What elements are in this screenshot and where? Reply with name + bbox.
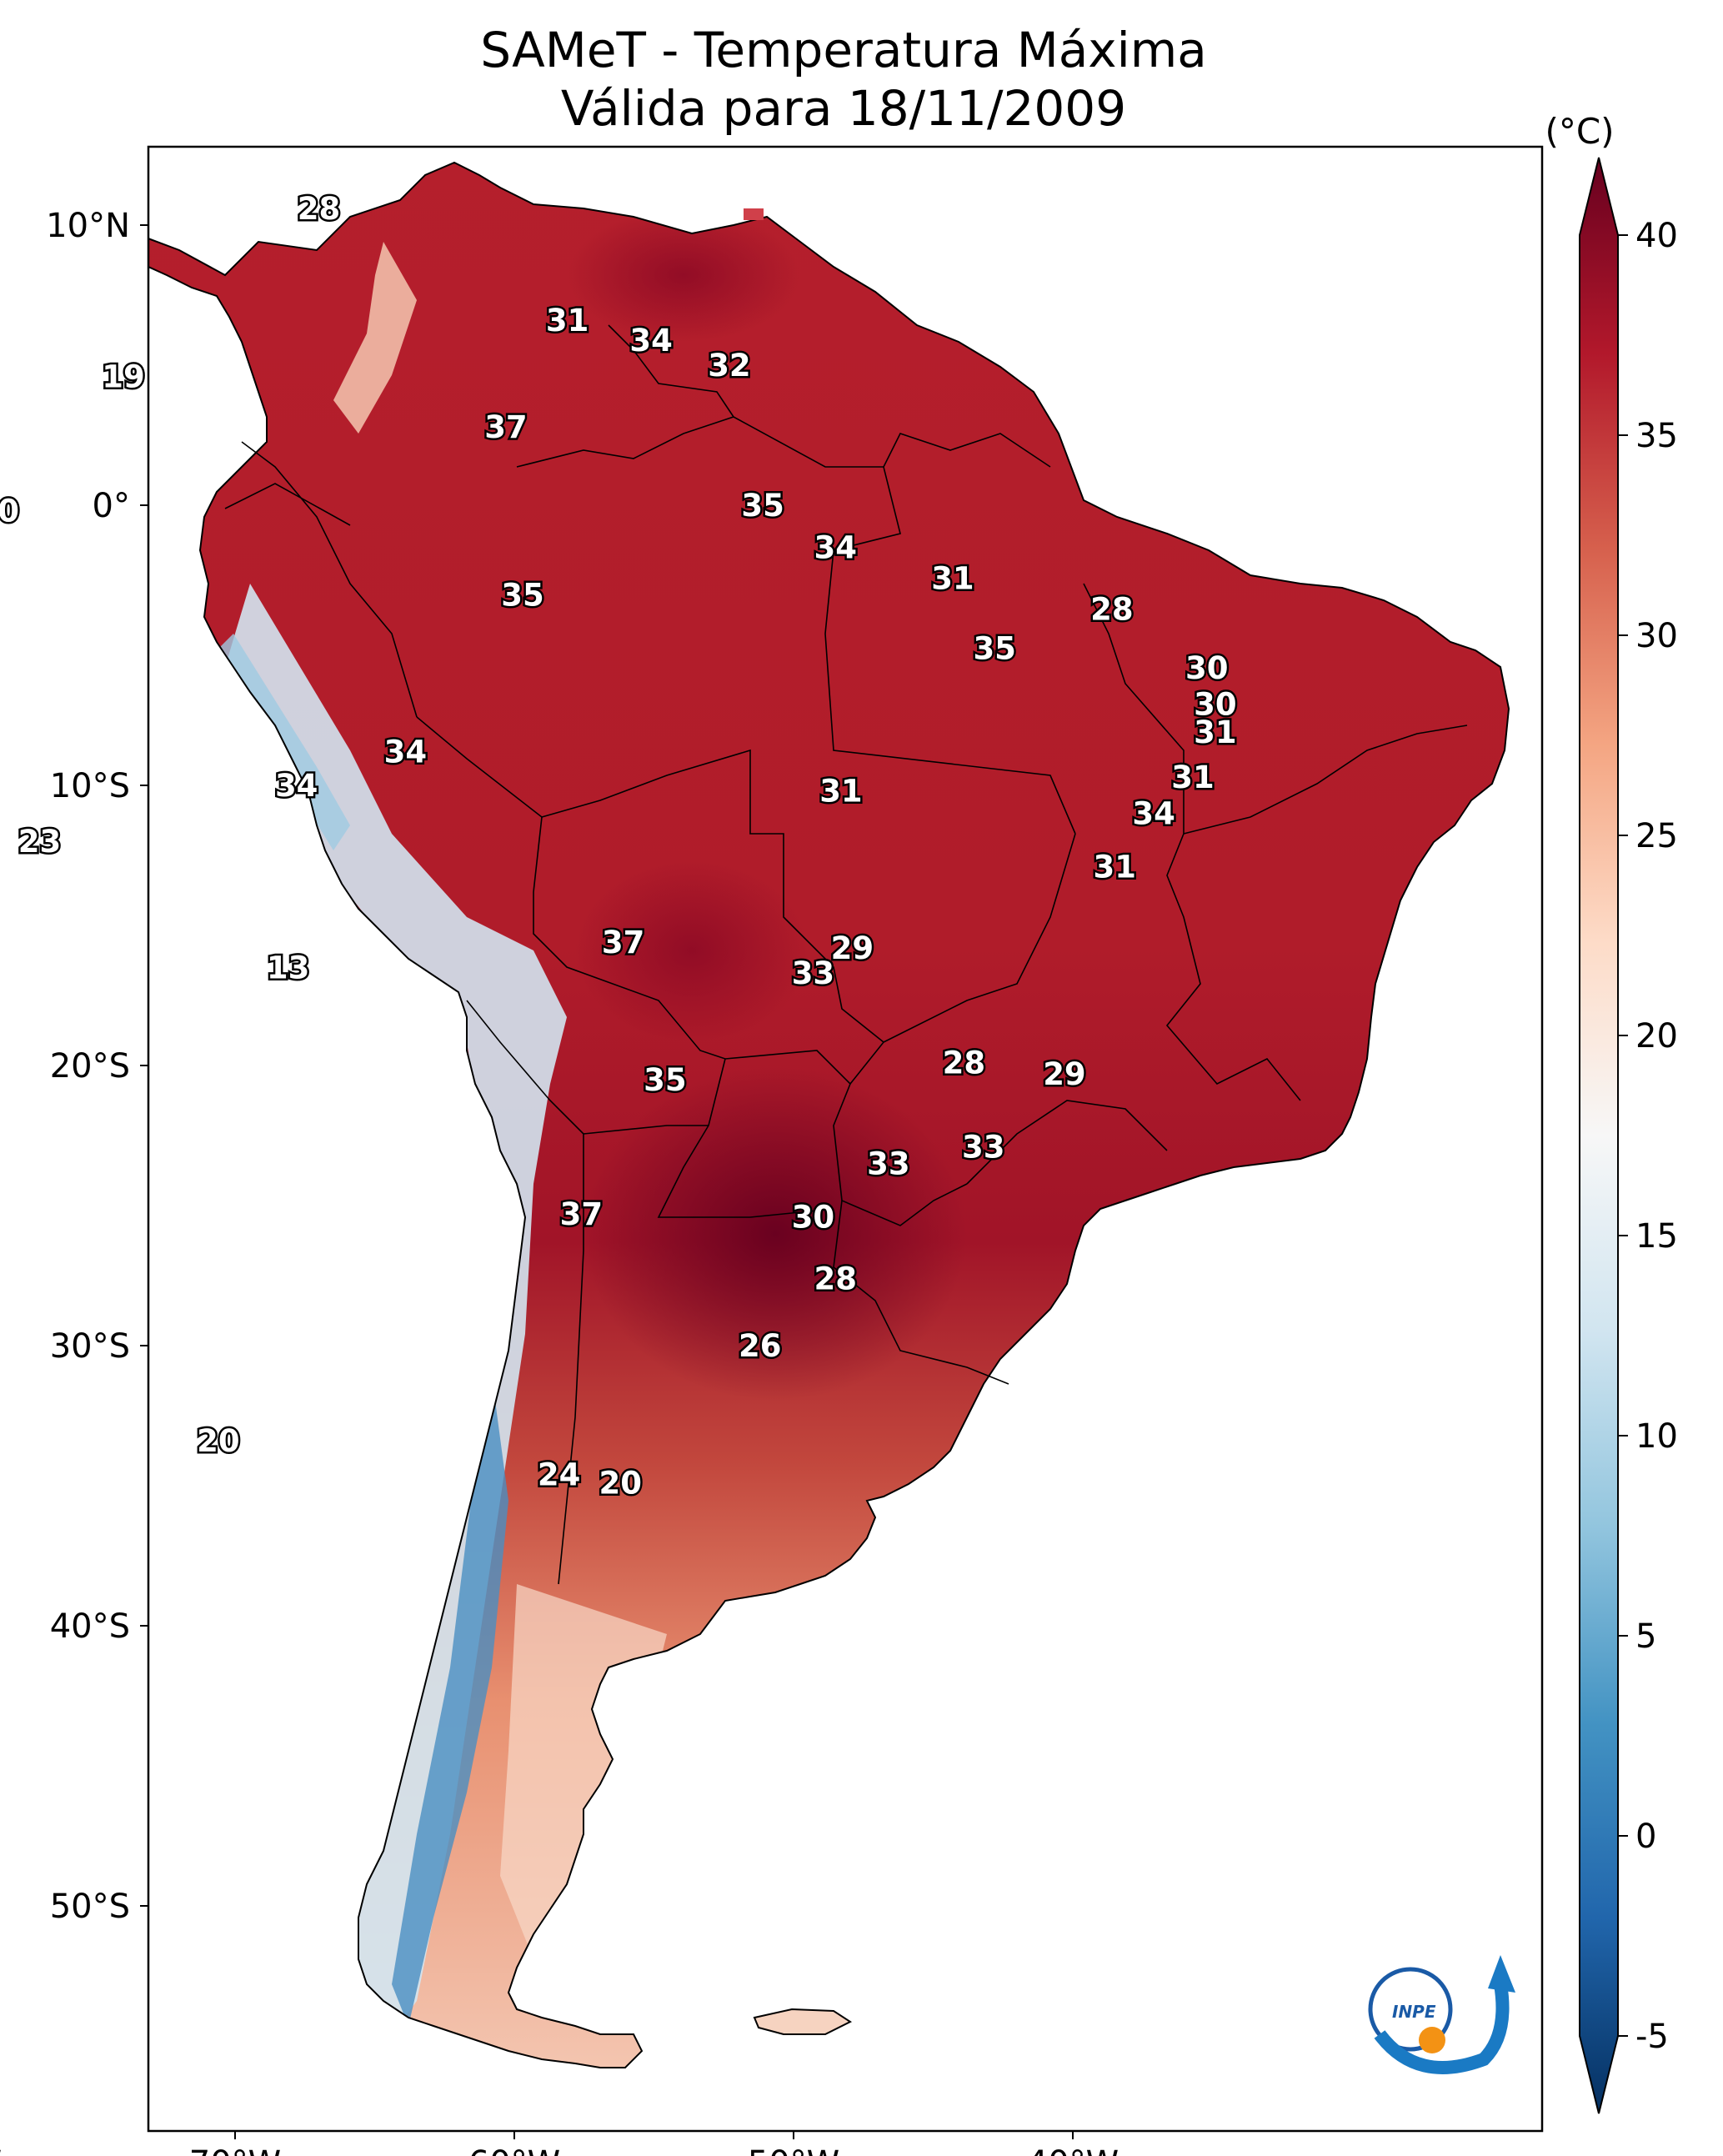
station-value-label: 34 [275, 768, 318, 804]
lat-tick-label: 40°S [50, 1607, 130, 1646]
station-value-label: 31 [1194, 714, 1237, 750]
station-value-label: 35 [741, 488, 784, 524]
hot-core-chaco [584, 1067, 967, 1401]
station-value-label: 34 [1132, 796, 1175, 832]
colorbar-unit: (°C) [1545, 111, 1614, 152]
colorbar-tick-label: -5 [1635, 2018, 1669, 2056]
lat-tick-label: 10°S [50, 767, 130, 805]
station-value-label: 35 [973, 630, 1016, 666]
hot-core-bolivia [575, 859, 809, 1042]
station-value-label: 34 [629, 323, 673, 358]
map-title: SAMeT - Temperatura Máxima [480, 22, 1207, 78]
colombia-andes [333, 242, 417, 434]
lon-tick-label: 40°W [1027, 2144, 1119, 2156]
inpe-logo: INPE [1368, 1955, 1515, 2074]
station-value-label: 30 [1194, 687, 1237, 723]
station-value-label: 28 [943, 1045, 986, 1081]
island-trinidad [744, 208, 764, 220]
station-value-label: 31 [546, 303, 589, 338]
station-value-label: 28 [1090, 591, 1134, 627]
station-value-label: 29 [831, 930, 874, 966]
logo-text: INPE [1392, 2002, 1436, 2022]
colorbar-tick-label: 30 [1635, 617, 1678, 655]
logo-ring [1368, 1967, 1453, 2052]
colorbar-tick-label: 25 [1635, 817, 1678, 855]
colorbar-tick-label: 20 [1635, 1017, 1678, 1055]
logo-swoosh [1374, 1983, 1510, 2074]
station-value-label: 13 [267, 950, 310, 985]
station-value-label: 26 [739, 1328, 782, 1364]
lon-tick-label: 70°W [189, 2144, 281, 2156]
colorbar-tick-label: 15 [1635, 1217, 1678, 1256]
station-value-label: 30 [1185, 650, 1229, 686]
station-labels: 2831343219373520343135283530303134313431… [0, 188, 1239, 1503]
falkland-islands [753, 2008, 853, 2035]
station-value-label: 31 [931, 560, 974, 596]
station-value-label: 35 [644, 1062, 687, 1098]
colorbar-ticks: 40 35 30 25 20 15 10 5 0 -5 [1618, 217, 1678, 2056]
colorbar-bar [1579, 157, 1619, 2114]
station-value-label: 33 [867, 1146, 910, 1182]
station-value-label: 31 [1094, 849, 1137, 885]
station-value-label: 35 [501, 578, 544, 614]
station-value-label: 32 [708, 348, 751, 384]
colorbar-tick-label: 5 [1635, 1617, 1656, 1656]
station-value-label: 37 [602, 925, 645, 960]
station-value-label: 31 [819, 774, 863, 810]
lat-tick-label: 10°N [46, 207, 130, 245]
station-value-label: 37 [560, 1196, 604, 1232]
station-value-label: 28 [298, 191, 341, 227]
andes-cold-core [392, 1376, 508, 2026]
lat-tick-label: 0° [93, 487, 130, 525]
lat-tick-label: 30°S [50, 1327, 130, 1366]
map-frame [147, 145, 1544, 2133]
station-value-label: 20 [599, 1466, 643, 1502]
lat-tick-label: 20°S [50, 1047, 130, 1086]
logo-arrow [1488, 1955, 1515, 1993]
andes-cool-band [225, 584, 567, 2068]
station-value-label: 23 [18, 824, 62, 860]
station-value-label: 33 [792, 955, 835, 991]
country-borders [224, 324, 1468, 1585]
station-value-label: 37 [484, 409, 528, 445]
station-value-label: 33 [962, 1129, 1005, 1165]
colorbar-tick-label: 10 [1635, 1417, 1678, 1456]
station-value-label: 28 [814, 1261, 858, 1296]
station-value-label: 24 [538, 1457, 581, 1493]
lon-tick-label: 50°W [748, 2144, 839, 2156]
station-value-label: 29 [1043, 1056, 1086, 1092]
lon-tick-label: 60°W [468, 2144, 560, 2156]
station-value-label: 20 [197, 1423, 240, 1459]
colorbar: (°C) 40 35 30 25 20 15 10 5 0 -5 [1545, 111, 1678, 2114]
logo-orb [1419, 2027, 1445, 2053]
station-value-label: 20 [0, 494, 19, 529]
station-value-label: 34 [814, 529, 858, 565]
station-value-label: 19 [102, 358, 145, 394]
longitude-axis: 80°W 70°W 60°W 50°W 40°W [0, 2131, 1119, 2156]
station-value-label: 34 [384, 735, 428, 770]
colorbar-tick-label: 40 [1635, 217, 1678, 255]
hot-core-venezuela [567, 208, 800, 342]
colorbar-tick-label: 35 [1635, 417, 1678, 455]
latitude-axis: 10°N 0° 10°S 20°S 30°S 40°S 50°S [46, 207, 148, 1926]
lon-tick-label: 80°W [0, 2144, 2, 2156]
station-value-label: 30 [792, 1199, 835, 1235]
colorbar-tick-label: 0 [1635, 1818, 1656, 1856]
station-value-label: 31 [1171, 760, 1215, 795]
map-subtitle: Válida para 18/11/2009 [561, 80, 1126, 137]
lat-tick-label: 50°S [50, 1888, 130, 1926]
